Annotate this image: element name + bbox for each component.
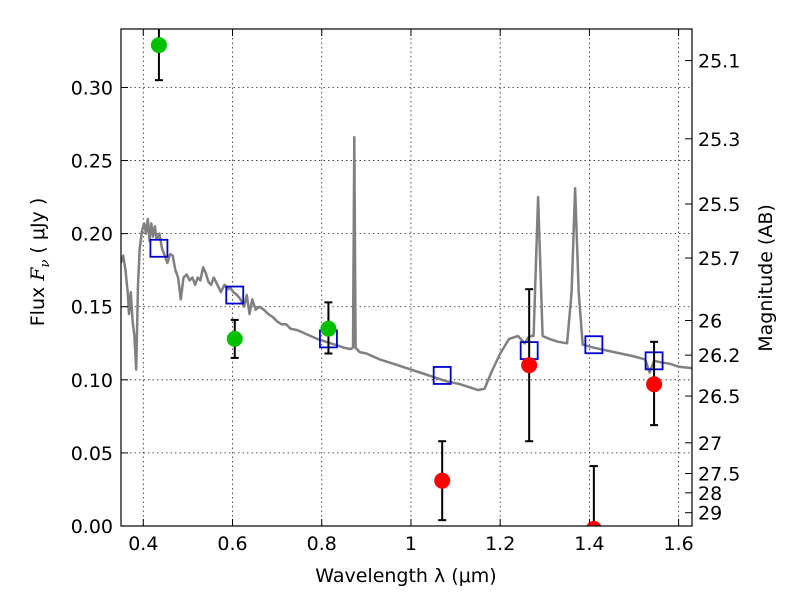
sed-model-line <box>121 135 692 392</box>
y2-tick-label: 25.3 <box>698 129 740 151</box>
y2-tick-label: 26 <box>698 310 722 332</box>
y2-tick-label: 27.5 <box>698 464 740 486</box>
detection-point <box>226 330 243 347</box>
axes: 0.4 0.6 0.8 1 1.2 1.4 1.6 0.00 0.05 0.10 0.15 0.20 0… <box>71 29 740 555</box>
x-axis-label: Wavelength λ (μm) <box>315 565 496 587</box>
nir-flux-point <box>646 376 663 393</box>
y-axis-label-unit: ( μJy ) <box>27 198 49 260</box>
y2-tick-label: 26.2 <box>698 345 740 367</box>
x-tick-label: 0.4 <box>128 533 158 555</box>
nir-flux-point <box>434 472 451 489</box>
nir-flux-point <box>521 357 538 374</box>
y-axis-label-prefix: Flux <box>27 281 49 327</box>
y-tick-label: 0.00 <box>71 516 113 538</box>
model-photometry-square <box>584 335 604 355</box>
nir-flux-point <box>586 520 602 526</box>
y2-tick-label: 25.1 <box>698 51 740 73</box>
y2-tick-label: 29 <box>698 503 722 525</box>
x-tick-label: 1.4 <box>574 533 604 555</box>
grid <box>121 29 692 527</box>
y2-tick-label: 25.7 <box>698 248 740 270</box>
x-tick-label: 1.2 <box>485 533 515 555</box>
y2-tick-label: 25.5 <box>698 194 740 216</box>
x-tick-label: 1 <box>405 533 417 555</box>
y2-axis-label: Magnitude (AB) <box>755 204 777 352</box>
y-tick-label: 0.15 <box>71 297 113 319</box>
y2-tick-label: 26.5 <box>698 386 740 408</box>
model-photometry-square <box>225 285 245 305</box>
plot-area <box>121 29 692 526</box>
x-tick-label: 0.8 <box>307 533 337 555</box>
x-tick-label: 0.6 <box>217 533 247 555</box>
model-photometry-square <box>149 238 169 258</box>
detection-point <box>320 320 337 337</box>
y-tick-label: 0.25 <box>71 151 113 173</box>
y-tick-label: 0.10 <box>71 370 113 392</box>
y-axis-label-subscript: ν <box>38 260 53 268</box>
y-axis-label: Flux Fν ( μJy ) <box>27 198 53 327</box>
detection-point <box>150 37 167 54</box>
model-photometry-square <box>432 366 452 385</box>
y2-tick-label: 28 <box>698 483 722 505</box>
y2-tick-label: 27 <box>698 433 722 455</box>
y-tick-label: 0.20 <box>71 224 113 246</box>
plot-frame <box>120 28 693 527</box>
y-tick-label: 0.30 <box>71 77 113 99</box>
y-axis-label-symbol: F <box>27 267 49 282</box>
x-tick-label: 1.6 <box>664 533 694 555</box>
y-tick-label: 0.05 <box>71 443 113 465</box>
